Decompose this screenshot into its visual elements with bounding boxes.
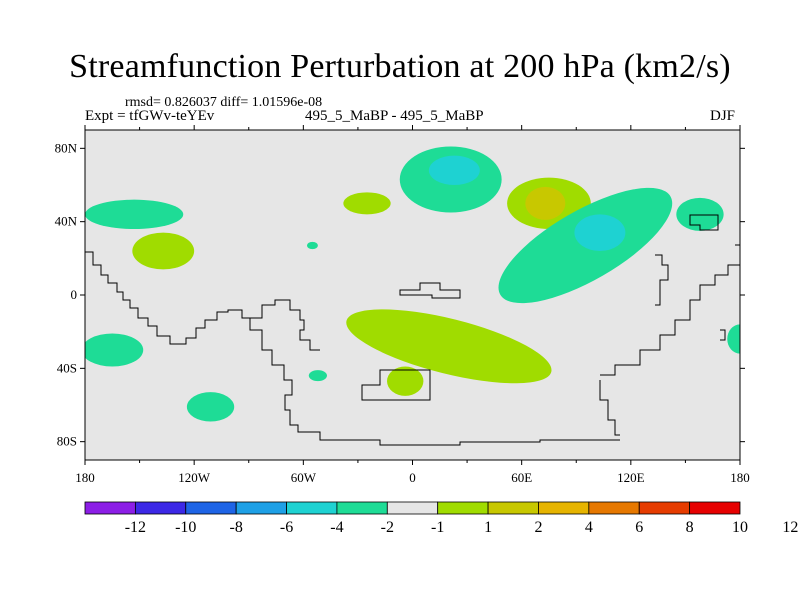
contour-equatorial-pos <box>346 309 552 384</box>
x-tick-label: 60E <box>511 470 532 485</box>
colorbar-label: 4 <box>585 519 593 536</box>
x-tick-label: 180 <box>730 470 750 485</box>
contour-asia-core <box>574 214 626 252</box>
coastline-kamchatka <box>689 214 719 231</box>
contour-north-pacific-neg <box>85 199 184 229</box>
experiment-label: Expt = tfGWv-teYEv <box>85 108 215 124</box>
x-tick-label: 120E <box>617 470 645 485</box>
axes: 180 120W 60W 0 60E 120E 180 80N 40N 0 40S 80S <box>55 125 750 485</box>
contour-kamchatka-neg <box>676 197 724 231</box>
y-tick-label: 40N <box>55 214 78 229</box>
x-tick-label: 60W <box>291 470 317 485</box>
colorbar-swatch <box>689 501 741 515</box>
contour-north-atlantic-pos <box>343 192 391 215</box>
x-tick-label: 180 <box>75 470 95 485</box>
coastline-americas <box>85 251 620 446</box>
contour-south-atlantic-dot <box>308 370 327 382</box>
contour-regions <box>85 146 740 422</box>
colorbar-swatch <box>538 501 590 515</box>
colorbar-label: -6 <box>280 519 293 536</box>
stats-line: rmsd= 0.826037 diff= 1.01596e-08 <box>125 95 323 110</box>
colorbar-swatch <box>185 501 237 515</box>
colorbar-label: 10 <box>732 519 748 536</box>
y-tick-label: 80S <box>57 434 77 449</box>
coastline-central-america <box>250 299 320 351</box>
case-label: 495_5_MaBP - 495_5_MaBP <box>305 108 484 124</box>
colorbar-swatch <box>286 501 338 515</box>
coastline-africa-north <box>399 282 461 299</box>
colorbar-swatch <box>235 501 287 515</box>
colorbar-swatch <box>336 501 388 515</box>
colorbar-label: -4 <box>330 519 343 536</box>
colorbar-label: -12 <box>125 519 146 536</box>
coastline-pacific-island <box>720 244 740 341</box>
contour-south-pacific-neg-east <box>186 392 235 422</box>
colorbar-label: -10 <box>175 519 196 536</box>
contour-north-pacific-pos <box>132 232 195 270</box>
colorbar-swatch <box>487 501 539 515</box>
colorbar-label: 8 <box>686 519 694 536</box>
contour-south-atlantic-pos <box>387 366 424 396</box>
contour-europe-core <box>525 186 566 220</box>
colorbar-swatch <box>134 501 187 515</box>
coastline-south-atlantic <box>361 369 431 401</box>
y-tick-label: 80N <box>55 140 78 155</box>
y-tick-label: 40S <box>57 360 77 375</box>
colorbar-label: -2 <box>381 519 394 536</box>
colorbar-label: 1 <box>484 519 492 536</box>
coastline-east-asia <box>655 254 669 306</box>
contour-east-pacific-dot <box>306 241 318 250</box>
colorbar-label: -1 <box>431 519 444 536</box>
colorbar-label: -8 <box>229 519 242 536</box>
colorbar-swatch <box>638 501 691 515</box>
season-label: DJF <box>710 108 736 124</box>
colorbar-label: 6 <box>635 519 643 536</box>
x-tick-label: 0 <box>409 470 416 485</box>
coastline-australia <box>599 380 620 436</box>
y-tick-label: 0 <box>71 287 78 302</box>
coastline-antarctic-peninsula <box>600 264 740 376</box>
contour-south-pacific-neg-west <box>85 333 144 367</box>
colorbar-label: 12 <box>782 519 798 536</box>
colorbar-swatch <box>588 501 640 515</box>
coastlines <box>85 214 740 446</box>
colorbar-swatch <box>437 501 489 515</box>
colorbar: -12 -10 -8 -6 -4 -2 -1 1 2 4 6 8 10 12 <box>84 501 798 536</box>
chart-title: Streamfunction Perturbation at 200 hPa (… <box>69 48 731 85</box>
x-tick-label: 120W <box>178 470 211 485</box>
colorbar-swatch <box>386 501 439 515</box>
colorbar-swatch <box>84 501 136 515</box>
colorbar-label: 2 <box>534 519 542 536</box>
contour-dateline-east-neg <box>727 324 740 354</box>
contour-north-atlantic-core <box>428 155 480 185</box>
